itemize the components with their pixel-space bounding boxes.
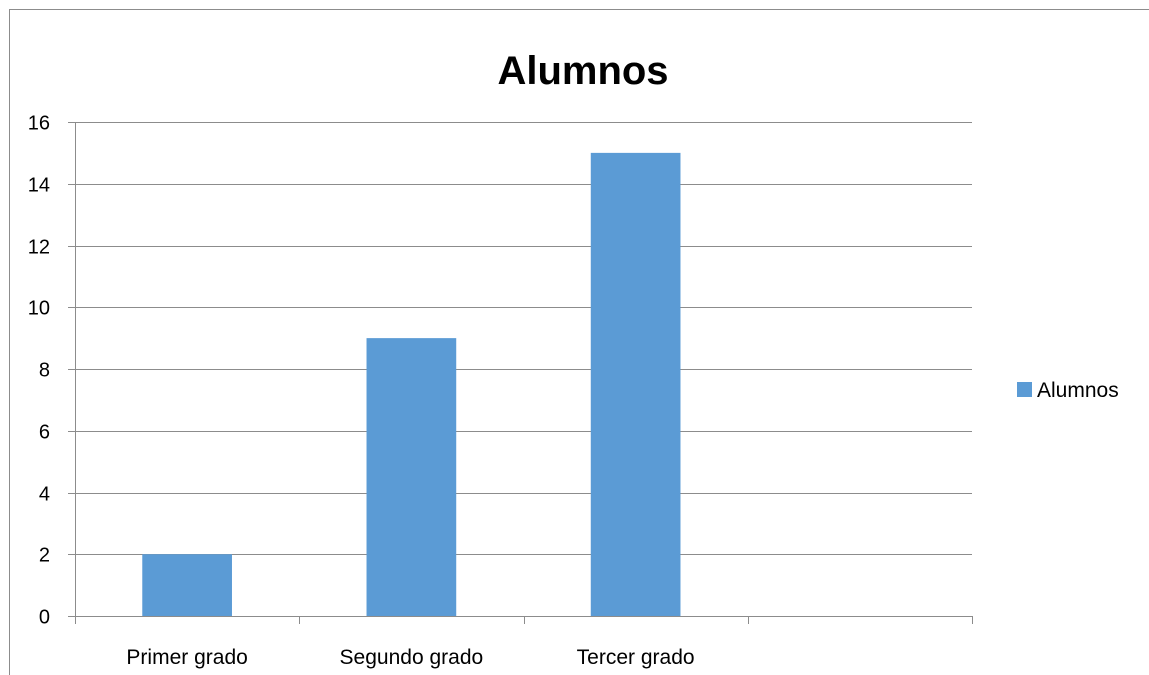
y-tick-label: 6: [39, 422, 50, 444]
x-category-label: Tercer grado: [577, 646, 695, 669]
bar: [590, 152, 681, 616]
chart-title: Alumnos: [497, 49, 668, 93]
y-axis-ticks: 0 2 4 6 8 10 12 14 16: [28, 113, 50, 629]
axes: [75, 122, 973, 624]
gridlines: [68, 122, 972, 617]
bar: [142, 554, 232, 616]
y-tick-label: 4: [39, 484, 50, 506]
x-axis-labels: Primer grado Segundo grado Tercer grado: [126, 646, 694, 669]
y-tick-label: 0: [39, 607, 50, 629]
y-tick-label: 10: [28, 298, 50, 320]
bar: [366, 338, 457, 616]
bars: [142, 152, 681, 616]
chart-frame: [9, 9, 1149, 675]
x-category-label: Primer grado: [126, 646, 247, 669]
y-tick-label: 14: [28, 175, 50, 197]
legend: Alumnos: [1017, 379, 1119, 402]
x-category-label: Segundo grado: [340, 646, 484, 669]
legend-swatch: [1017, 382, 1032, 397]
y-tick-label: 2: [39, 545, 50, 567]
y-tick-label: 12: [28, 237, 50, 259]
y-tick-label: 16: [28, 113, 50, 135]
y-tick-label: 8: [39, 360, 50, 382]
legend-label: Alumnos: [1037, 379, 1119, 402]
